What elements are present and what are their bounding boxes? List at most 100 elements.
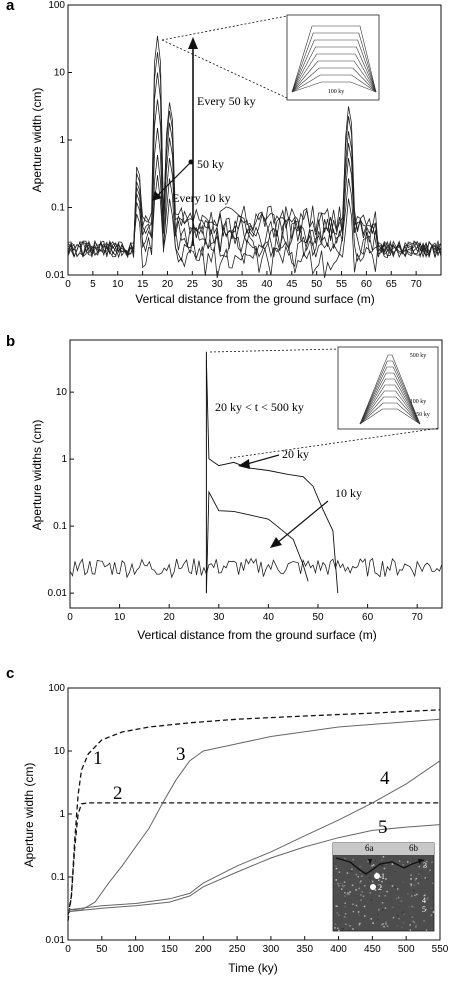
image-speckle (351, 868, 353, 871)
image-speckle (424, 877, 426, 879)
image-speckle (411, 916, 414, 918)
y-tick-label-b: 0.01 (48, 588, 68, 599)
image-speckle (427, 897, 429, 899)
x-tick-label-b: 20 (164, 612, 176, 623)
image-speckle (349, 925, 351, 927)
series-line-a (67, 175, 442, 278)
image-speckle (345, 923, 347, 925)
inset-connector-top-a (161, 15, 288, 41)
y-axis-title-b: Aperture widths (cm) (30, 420, 44, 531)
x-tick-label-c: 300 (263, 944, 280, 955)
image-speckle (360, 908, 363, 910)
image-speckle (409, 915, 411, 917)
image-speckle (345, 927, 347, 929)
image-speckle (378, 895, 380, 897)
inset-line-a (291, 74, 377, 93)
image-speckle (401, 868, 404, 870)
image-speckle (412, 920, 415, 923)
inset-frame-a (286, 14, 380, 101)
image-speckle (381, 865, 384, 867)
image-speckle (386, 890, 388, 893)
image-speckle (359, 871, 361, 873)
y-tick-label-c: 0.01 (46, 935, 66, 946)
image-speckle (415, 926, 417, 928)
x-tick-label-a: 30 (212, 279, 224, 290)
image-speckle (350, 870, 353, 873)
image-dot-1 (374, 873, 380, 879)
image-speckle (411, 905, 413, 908)
image-speckle (411, 895, 413, 897)
image-speckle (351, 884, 354, 886)
image-speckle (357, 875, 359, 878)
image-speckle (424, 894, 426, 897)
y-axis-title-c: Aperture width (cm) (22, 763, 36, 868)
image-speckle (369, 877, 371, 879)
image-label-5: 5 (422, 905, 426, 914)
image-speckle (383, 867, 386, 870)
image-speckle (372, 864, 375, 866)
image-speckle (403, 913, 405, 915)
series-line-b-1 (205, 490, 309, 594)
x-tick-label-b: 60 (362, 612, 374, 623)
image-speckle (385, 878, 387, 880)
y-tick-label-a: 0.01 (46, 270, 66, 281)
image-speckle (346, 893, 348, 896)
image-speckle (374, 889, 377, 891)
y-tick-label-c: 0.1 (51, 872, 65, 883)
image-speckle (352, 903, 354, 905)
image-speckle (348, 870, 351, 872)
y-axis-title-a: Aperture width (cm) (30, 88, 44, 193)
image-speckle (391, 885, 394, 887)
image-speckle (410, 878, 412, 880)
image-speckle (414, 894, 416, 897)
image-speckle (351, 869, 354, 872)
image-speckle (370, 918, 372, 920)
inset-line-b (359, 390, 421, 425)
baseline-noise-b (69, 557, 443, 579)
x-tick-label-c: 0 (65, 944, 71, 955)
image-speckle (393, 870, 396, 873)
image-speckle (385, 863, 388, 865)
image-speckle (423, 920, 425, 922)
x-tick-label-c: 200 (195, 944, 212, 955)
image-speckle (380, 907, 383, 910)
image-speckle (335, 891, 338, 893)
image-speckle (381, 859, 383, 861)
x-tick-label-c: 250 (229, 944, 246, 955)
image-speckle (348, 929, 351, 932)
image-speckle (375, 872, 378, 874)
image-speckle (381, 923, 383, 926)
image-speckle (372, 922, 374, 924)
image-speckle (423, 894, 425, 897)
image-speckle (409, 924, 411, 926)
x-tick-label-c: 450 (364, 944, 381, 955)
x-tick-label-a: 35 (237, 279, 249, 290)
arrow-head-10-ky (270, 537, 282, 548)
image-speckle (381, 902, 384, 904)
inset-frame-b (337, 346, 439, 430)
x-tick-label-b: 30 (213, 612, 225, 623)
image-speckle (371, 880, 374, 883)
annotation-every-10-ky: Every 10 ky (172, 191, 231, 205)
image-speckle (425, 920, 427, 922)
image-speckle (356, 889, 358, 891)
image-speckle (431, 861, 433, 863)
image-speckle (403, 879, 406, 881)
curve-label-3: 3 (176, 744, 186, 765)
curve-label-2: 2 (113, 783, 123, 804)
image-speckle (409, 929, 412, 931)
chart-panel-b: 0 10 20 30 40 50 60 70 0.01 0.1 1 10 Vertical dista… (30, 339, 443, 642)
image-speckle (402, 922, 405, 925)
image-speckle (431, 875, 434, 877)
y-tick-label-b: 1 (61, 454, 67, 465)
image-speckle (335, 905, 337, 907)
image-label-3: 3 (423, 861, 427, 870)
image-speckle (419, 920, 421, 923)
image-speckle (336, 907, 338, 909)
image-speckle (417, 882, 420, 885)
inset-line-a (291, 81, 377, 93)
image-speckle (410, 884, 413, 887)
arrow-20-ky (246, 454, 280, 465)
image-speckle (360, 899, 362, 901)
x-tick-label-a: 70 (411, 279, 423, 290)
